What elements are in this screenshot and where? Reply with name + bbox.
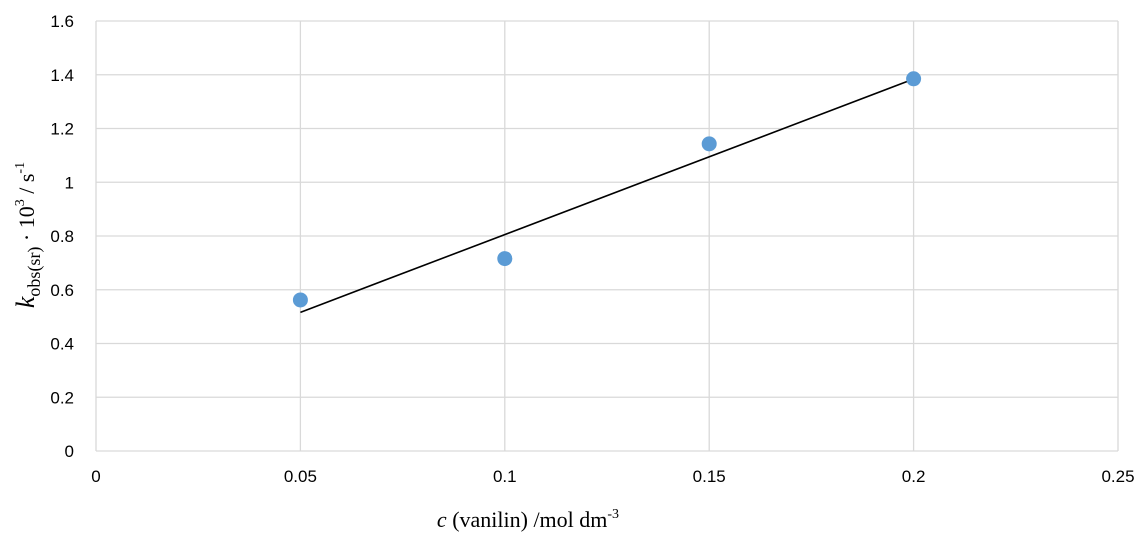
y-tick-label: 0.4 bbox=[50, 335, 74, 354]
data-point bbox=[497, 251, 513, 267]
x-tick-label: 0.2 bbox=[902, 467, 926, 486]
x-tick-labels: 0 0.05 0.1 0.15 0.2 0.25 bbox=[91, 467, 1134, 486]
x-axis-title: c (vanilin) /mol dm-3 bbox=[437, 507, 619, 532]
y-tick-label: 1.2 bbox=[50, 120, 74, 139]
x-tick-label: 0.25 bbox=[1101, 467, 1134, 486]
data-point bbox=[701, 136, 717, 152]
data-point bbox=[292, 292, 308, 308]
y-tick-label: 1.6 bbox=[50, 12, 74, 31]
trendline bbox=[300, 78, 914, 314]
y-tick-label: 0.2 bbox=[50, 388, 74, 407]
y-tick-label: 1 bbox=[65, 173, 74, 192]
x-tick-label: 0 bbox=[91, 467, 100, 486]
x-tick-label: 0.1 bbox=[493, 467, 517, 486]
gridlines bbox=[95, 20, 1119, 452]
y-tick-label: 1.4 bbox=[50, 66, 74, 85]
y-tick-labels: 0 0.2 0.4 0.6 0.8 1 1.2 1.4 1.6 bbox=[50, 12, 74, 461]
y-tick-label: 0 bbox=[65, 442, 74, 461]
trendline-group bbox=[300, 78, 914, 314]
x-tick-label: 0.15 bbox=[693, 467, 726, 486]
y-tick-label: 0.8 bbox=[50, 227, 74, 246]
y-tick-label: 0.6 bbox=[50, 281, 74, 300]
y-axis-title: kobs(sr) · 103 / s-1 bbox=[11, 162, 45, 308]
data-points bbox=[292, 71, 922, 308]
x-tick-label: 0.05 bbox=[284, 467, 317, 486]
data-point bbox=[906, 71, 922, 87]
